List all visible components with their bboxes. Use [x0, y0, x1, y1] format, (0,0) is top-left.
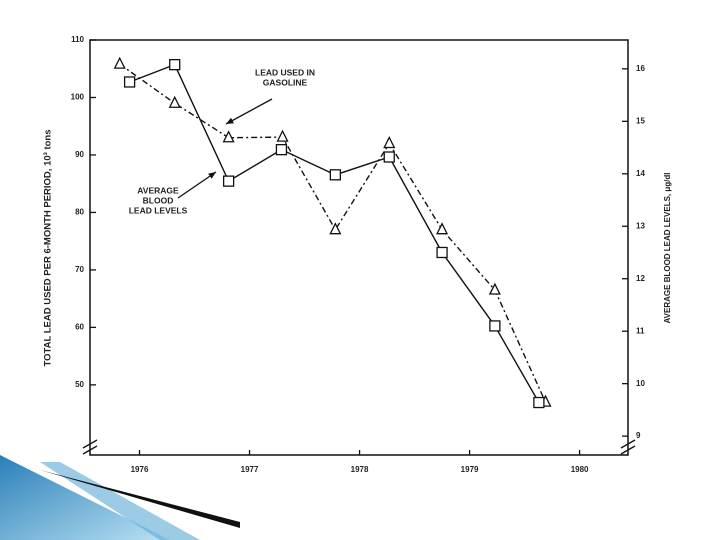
axis-break: [82, 439, 636, 455]
x-tick-label: 1980: [571, 465, 589, 474]
annotation-arrow: [177, 171, 217, 199]
y2-tick-label: 14: [636, 169, 645, 178]
marker: [383, 151, 395, 163]
marker: [222, 175, 235, 187]
marker: [436, 222, 449, 235]
marker: [123, 76, 136, 88]
slide-decoration: [40, 470, 240, 528]
marker: [168, 95, 181, 108]
x-tick-label: 1977: [241, 465, 259, 474]
marker: [222, 130, 235, 143]
marker: [489, 320, 501, 332]
marker: [275, 144, 288, 156]
marker: [329, 169, 341, 181]
marker: [383, 136, 396, 149]
annotation: GASOLINE: [263, 77, 308, 87]
marker: [276, 129, 289, 142]
y2-tick-label: 15: [636, 116, 645, 125]
y-tick-label: 60: [75, 323, 84, 332]
arrow-head: [208, 172, 216, 179]
marker: [169, 59, 181, 71]
annotation: BLOOD: [143, 195, 174, 205]
marker: [488, 282, 501, 295]
series-line: [119, 63, 547, 403]
annotation: LEAD LEVELS: [129, 205, 188, 215]
y2-tick-label: 13: [636, 221, 645, 230]
x-tick-label: 1976: [131, 465, 149, 474]
annotation: LEAD USED IN: [255, 67, 315, 77]
y2-tick-label: 10: [636, 379, 645, 388]
y2-tick-label: 12: [636, 274, 645, 283]
x-tick-label: 1978: [351, 465, 369, 474]
marker: [329, 222, 342, 235]
plot-frame: [89, 39, 629, 456]
y2-tick-label: 16: [636, 64, 645, 73]
y2-tick-label: 11: [636, 326, 645, 335]
y2-axis-label: AVERAGE BLOOD LEAD LEVELS, μg/dl: [663, 173, 672, 324]
marker: [113, 56, 126, 69]
plot: 50 60 70 80 90 100 110 9 10 11 12 13 14 15 16 1976 1977 1…: [71, 35, 646, 474]
y-tick-label: 110: [71, 35, 84, 44]
x-tick-label: 1979: [461, 465, 479, 474]
y-axis-label: TOTAL LEAD USED PER 6-MONTH PERIOD, 10³ …: [43, 130, 54, 367]
marker: [436, 246, 448, 259]
marker: [533, 396, 545, 409]
annotation-arrow: [225, 98, 273, 125]
arrow-head: [226, 117, 234, 124]
y-tick-label: 80: [75, 208, 84, 217]
y-tick-label: 90: [75, 150, 84, 159]
annotation: AVERAGE: [137, 185, 179, 195]
y-tick-label: 50: [75, 380, 84, 389]
y-tick-label: 70: [75, 265, 84, 274]
y-tick-label: 100: [71, 93, 85, 102]
y2-tick-label: 9: [636, 431, 641, 440]
